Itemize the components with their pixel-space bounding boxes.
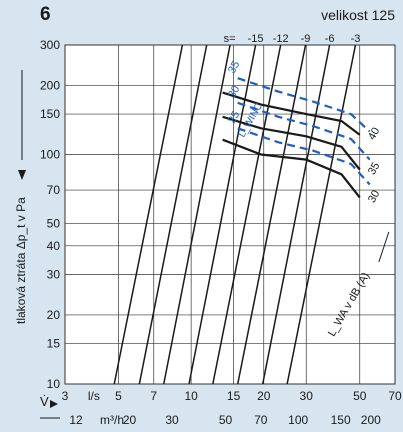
x-tick-label-ls: 7 bbox=[150, 389, 157, 403]
x-symbol: V̇ bbox=[40, 394, 49, 409]
y-tick-label: 30 bbox=[47, 268, 61, 282]
x-tick-label-ls: 3 bbox=[62, 389, 69, 403]
pressure-line bbox=[163, 45, 231, 384]
size-label: velikost 125 bbox=[321, 7, 395, 23]
y-tick-label: 15 bbox=[47, 337, 61, 351]
y-tick-label: 70 bbox=[47, 183, 61, 197]
y-tick-label: 200 bbox=[40, 78, 60, 92]
y-arrow-icon bbox=[18, 170, 26, 180]
sound-level-label-lwa: 30 bbox=[366, 188, 383, 205]
pressure-line bbox=[138, 45, 208, 384]
x-tick-label-ls: 5 bbox=[115, 389, 122, 403]
sound-line-lwa bbox=[222, 91, 361, 136]
pressure-lines-group bbox=[113, 45, 371, 384]
y-tick-label: 300 bbox=[40, 38, 60, 52]
sound-line-lwinc bbox=[237, 101, 371, 161]
x-tick-label-m3h: 50 bbox=[219, 413, 233, 427]
figure-number: 6 bbox=[40, 4, 51, 25]
x-tick-label-m3h: 12 bbox=[69, 413, 83, 427]
s-value-label: -3 bbox=[351, 33, 361, 45]
lwa-label-arrow bbox=[378, 231, 390, 263]
y-tick-label: 100 bbox=[40, 147, 60, 161]
x-tick-label-ls: 70 bbox=[388, 389, 402, 403]
s-prefix-label: s= bbox=[224, 33, 236, 45]
pressure-line bbox=[113, 45, 184, 384]
y-tick-label: 40 bbox=[47, 239, 61, 253]
x-tick-label-ls: 20 bbox=[257, 389, 271, 403]
y-tick-label: 150 bbox=[40, 107, 60, 121]
sound-line-lwa bbox=[222, 115, 361, 171]
x-tick-label-m3h: 100 bbox=[288, 413, 308, 427]
pressure-line bbox=[236, 45, 307, 384]
x-unit-m3h: m³/h bbox=[100, 413, 124, 427]
x-tick-label-m3h: 20 bbox=[123, 413, 137, 427]
x-tick-label-ls: 15 bbox=[227, 389, 241, 403]
x-tick-label-m3h: 70 bbox=[254, 413, 268, 427]
s-value-label: -15 bbox=[248, 33, 264, 45]
x-tick-label-ls: 10 bbox=[184, 389, 198, 403]
sound-line-lwinc bbox=[237, 77, 371, 133]
x-unit-ls: l/s bbox=[88, 389, 100, 403]
x-tick-label-m3h: 30 bbox=[165, 413, 179, 427]
sound-level-label-lwinc: 30 bbox=[226, 84, 243, 101]
sound-level-label-lwa: 35 bbox=[366, 160, 383, 177]
sound-level-label-lwa: 40 bbox=[366, 126, 383, 143]
y-tick-label: 50 bbox=[47, 217, 61, 231]
sound-level-label-lwinc: 35 bbox=[226, 59, 243, 76]
s-value-label: -6 bbox=[325, 33, 335, 45]
y-tick-label: 10 bbox=[47, 377, 61, 391]
pressure-line bbox=[286, 45, 357, 384]
pressure-line bbox=[212, 45, 282, 384]
x-tick-label-m3h: 150 bbox=[331, 413, 351, 427]
sound-line-lwa bbox=[222, 138, 361, 199]
pressure-line bbox=[188, 45, 257, 384]
x-tick-label-m3h: 200 bbox=[361, 413, 381, 427]
pressure-line bbox=[261, 45, 331, 384]
y-tick-label: 20 bbox=[47, 308, 61, 322]
sound-line-lwinc bbox=[237, 127, 371, 186]
x-tick-label-ls: 50 bbox=[353, 389, 367, 403]
x-tick-label-ls: 30 bbox=[300, 389, 314, 403]
s-value-label: -9 bbox=[301, 33, 311, 45]
s-value-label: -12 bbox=[273, 33, 289, 45]
x-arrow-icon bbox=[50, 400, 58, 408]
sound-level-label-lwinc: 25 bbox=[226, 109, 243, 126]
